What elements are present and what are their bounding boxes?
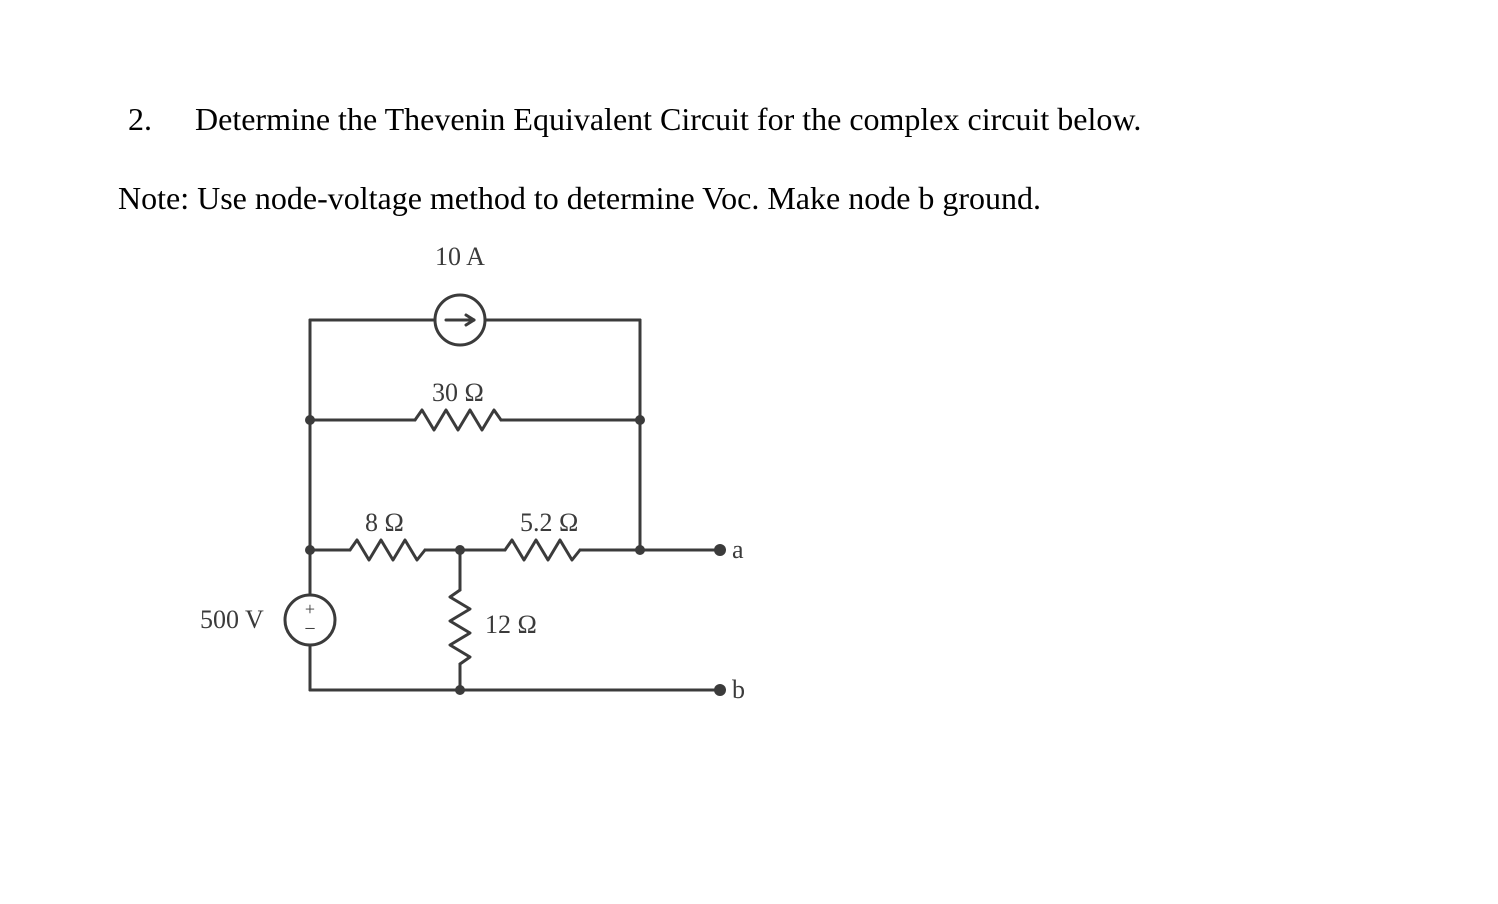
label-terminal-b: b — [732, 675, 745, 705]
nodes — [305, 415, 726, 696]
node-left-mid — [305, 545, 315, 555]
vs-plus: + — [305, 599, 315, 619]
question-note: Note: Use node-voltage method to determi… — [118, 180, 1041, 217]
node-bottom-mid — [455, 685, 465, 695]
question-number: 2. — [128, 101, 152, 138]
circuit-diagram: 10 A 30 Ω 8 Ω 5.2 Ω 12 Ω 500 V a b + − — [210, 250, 770, 750]
resistor-r30 — [415, 410, 501, 430]
label-r30: 30 Ω — [432, 378, 484, 408]
label-current-source: 10 A — [435, 242, 485, 272]
node-mid — [455, 545, 465, 555]
question-text: Determine the Thevenin Equivalent Circui… — [195, 101, 1141, 138]
label-r12: 12 Ω — [485, 610, 537, 640]
resistor-r8 — [350, 540, 425, 560]
label-terminal-a: a — [732, 535, 744, 565]
label-r8: 8 Ω — [365, 508, 404, 538]
label-voltage-source: 500 V — [200, 605, 264, 635]
label-r5_2: 5.2 Ω — [520, 508, 578, 538]
terminal-a-dot — [714, 544, 726, 556]
resistor-r5_2 — [505, 540, 580, 560]
terminal-b-dot — [714, 684, 726, 696]
resistor-r12 — [450, 590, 470, 664]
node-a-junction — [635, 545, 645, 555]
circuit-svg: + − — [210, 250, 770, 750]
node-left-r30 — [305, 415, 315, 425]
page: 2. Determine the Thevenin Equivalent Cir… — [0, 0, 1498, 904]
vs-minus: − — [304, 618, 315, 640]
node-right-r30 — [635, 415, 645, 425]
